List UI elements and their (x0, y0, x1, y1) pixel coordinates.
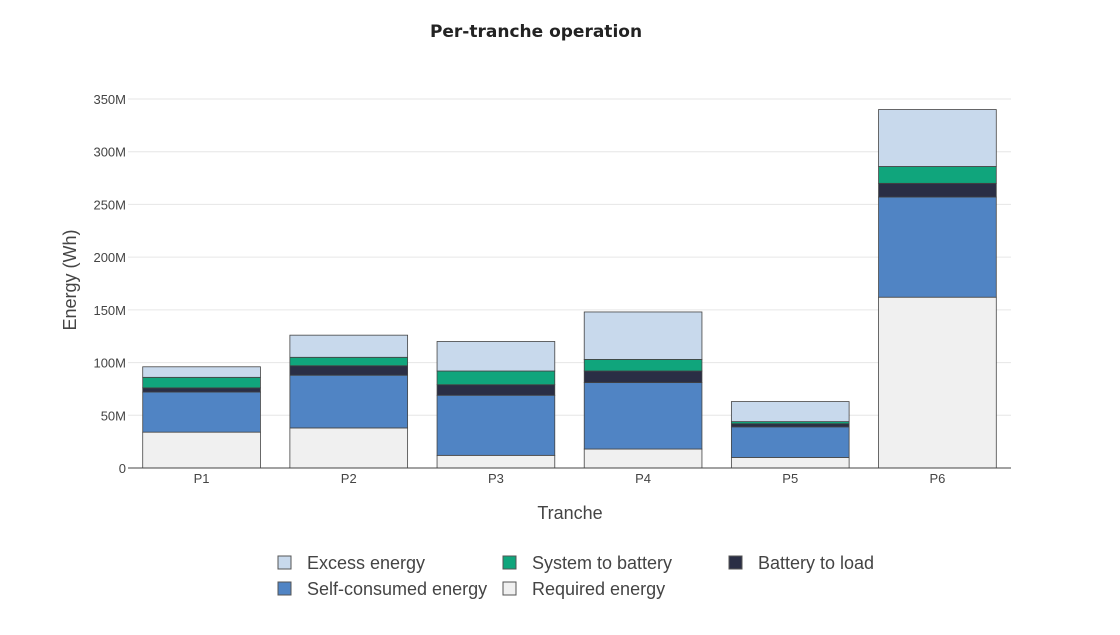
bar-segment-p2-system-to-battery (289, 356, 409, 367)
legend-swatch-required-energy (502, 581, 517, 596)
bar-segment-p6-battery-to-load (878, 182, 997, 198)
x-axis-ticks: P1 P2 P3 P4 P5 P6 (194, 471, 946, 486)
bar-segment-p2-required-energy (289, 427, 409, 469)
chart-title: Per-tranche operation (430, 22, 642, 42)
legend-label-self-consumed-energy: Self-consumed energy (307, 579, 487, 599)
bar-segment-p6-excess-energy (878, 109, 997, 167)
x-axis-title: Tranche (537, 503, 602, 523)
bar-segment-p3-excess-energy (436, 341, 556, 372)
legend-label-battery-to-load: Battery to load (758, 553, 874, 573)
y-axis-title: Energy (Wh) (60, 229, 80, 330)
bar-segment-p6-self-consumed-energy (878, 196, 997, 298)
bar-segment-p4-battery-to-load (583, 370, 703, 384)
y-tick-label: 300M (93, 145, 126, 160)
legend-label-system-to-battery: System to battery (532, 553, 672, 573)
y-tick-label: 0 (119, 461, 126, 476)
bars (142, 109, 997, 469)
bar-segment-p2-battery-to-load (289, 365, 409, 376)
bar-segment-p1-system-to-battery (142, 376, 261, 389)
bar-segment-p5-required-energy (730, 457, 850, 469)
y-tick-label: 50M (101, 408, 126, 423)
legend-swatch-self-consumed-energy (277, 581, 292, 596)
legend: Excess energy System to battery Battery to… (277, 553, 874, 599)
bar-segment-p1-required-energy (142, 431, 261, 469)
bar-segment-p2-excess-energy (289, 334, 409, 358)
x-tick-label: P4 (635, 471, 651, 486)
bar-segment-p3-system-to-battery (436, 370, 556, 386)
y-tick-label: 350M (93, 92, 126, 107)
legend-label-required-energy: Required energy (532, 579, 665, 599)
bar-segment-p6-system-to-battery (878, 166, 997, 184)
x-tick-label: P5 (782, 471, 798, 486)
x-tick-label: P6 (929, 471, 945, 486)
bar-segment-p4-required-energy (583, 448, 703, 469)
x-tick-label: P1 (194, 471, 210, 486)
bar-segment-p4-system-to-battery (583, 359, 703, 372)
bar-segment-p1-excess-energy (142, 366, 261, 378)
y-tick-label: 150M (93, 303, 126, 318)
grid-lines (128, 98, 1011, 416)
bar-segment-p2-self-consumed-energy (289, 374, 409, 429)
x-tick-label: P3 (488, 471, 504, 486)
legend-swatch-excess-energy (277, 555, 292, 570)
bar-segment-p6-required-energy (878, 296, 997, 469)
x-tick-label: P2 (341, 471, 357, 486)
bar-segment-p3-required-energy (436, 454, 556, 469)
bar-segment-p4-self-consumed-energy (583, 382, 703, 450)
bar-segment-p5-battery-to-load (730, 423, 850, 428)
bar-segment-p3-self-consumed-energy (436, 394, 556, 456)
y-tick-label: 250M (93, 197, 126, 212)
y-tick-label: 100M (93, 356, 126, 371)
bar-segment-p4-excess-energy (583, 311, 703, 360)
y-axis-ticks: 0 50M 100M 150M 200M 250M 300M 350M (93, 92, 126, 476)
bar-segment-p1-self-consumed-energy (142, 391, 261, 433)
bar-segment-p5-excess-energy (730, 401, 850, 423)
legend-swatch-battery-to-load (728, 555, 743, 570)
bar-segment-p1-battery-to-load (142, 387, 261, 393)
bar-segment-p5-self-consumed-energy (730, 426, 850, 458)
legend-swatch-system-to-battery (502, 555, 517, 570)
y-tick-label: 200M (93, 250, 126, 265)
legend-label-excess-energy: Excess energy (307, 553, 425, 573)
bar-segment-p3-battery-to-load (436, 384, 556, 396)
